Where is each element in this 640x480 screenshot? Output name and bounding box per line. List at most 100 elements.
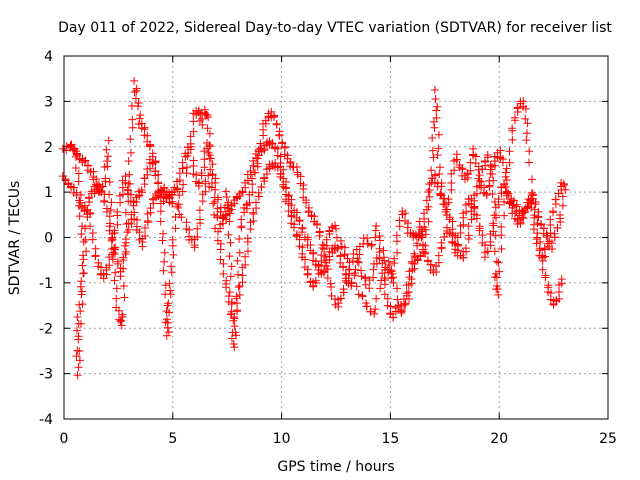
data-point [213, 195, 222, 204]
data-point [450, 166, 459, 175]
data-point [82, 247, 91, 256]
data-point [492, 257, 501, 266]
data-point [79, 237, 88, 246]
data-point [73, 313, 82, 322]
data-point [116, 317, 125, 326]
data-point [110, 244, 119, 253]
data-point [466, 166, 475, 175]
data-point [88, 228, 97, 237]
data-point [433, 182, 442, 191]
data-point [177, 213, 186, 222]
data-point [124, 225, 133, 234]
data-point [138, 242, 147, 251]
y-tick-label: -1 [39, 276, 53, 292]
data-point [219, 269, 228, 278]
data-point [225, 252, 234, 261]
data-point [367, 240, 376, 249]
data-point [348, 256, 357, 265]
data-point [116, 272, 125, 281]
data-point [488, 169, 497, 178]
data-point [407, 275, 416, 284]
data-point [249, 216, 258, 225]
data-point [375, 244, 384, 253]
data-point [121, 235, 130, 244]
data-point [345, 265, 354, 274]
data-point [78, 261, 87, 270]
data-point [502, 191, 511, 200]
data-point [555, 294, 564, 303]
data-point [156, 207, 165, 216]
data-point [201, 177, 210, 186]
data-point [380, 256, 389, 265]
data-point [500, 180, 509, 189]
data-point [482, 189, 491, 198]
data-point [371, 233, 380, 242]
data-point [543, 239, 552, 248]
data-point [122, 247, 131, 256]
data-point [70, 144, 79, 153]
data-point [119, 281, 128, 290]
data-point [315, 231, 324, 240]
data-point [494, 195, 503, 204]
data-point [319, 267, 328, 276]
data-point [524, 195, 533, 204]
data-point [206, 165, 215, 174]
data-point [428, 134, 437, 143]
x-tick-label: 20 [490, 431, 508, 447]
data-point [497, 244, 506, 253]
data-point [229, 340, 238, 349]
x-tick-label: 5 [168, 431, 177, 447]
data-point [421, 249, 430, 258]
data-point [235, 291, 244, 300]
data-point [527, 175, 536, 184]
data-point [126, 148, 135, 157]
data-point [491, 211, 500, 220]
data-point [225, 288, 234, 297]
data-point [429, 153, 438, 162]
data-point [299, 185, 308, 194]
data-point [234, 283, 243, 292]
y-tick-label: -3 [39, 367, 53, 383]
data-point [392, 231, 401, 240]
data-point [295, 217, 304, 226]
data-point [434, 130, 443, 139]
data-point [531, 200, 540, 209]
data-point [444, 195, 453, 204]
data-point [430, 85, 439, 94]
data-point [314, 269, 323, 278]
data-point [175, 191, 184, 200]
data-point [376, 284, 385, 293]
data-point [551, 195, 560, 204]
data-point [79, 269, 88, 278]
x-tick-label: 25 [599, 431, 617, 447]
data-point [205, 142, 214, 151]
data-point [387, 274, 396, 283]
data-point [523, 119, 532, 128]
data-point [175, 169, 184, 178]
data-point [189, 162, 198, 171]
data-point [254, 188, 263, 197]
data-point [75, 300, 84, 309]
data-point [505, 147, 514, 156]
data-point [118, 183, 127, 192]
data-point [549, 207, 557, 216]
data-point [141, 232, 150, 241]
data-point [121, 208, 130, 217]
data-point [214, 227, 223, 236]
data-point [243, 247, 252, 256]
data-points [58, 76, 570, 380]
data-point [159, 266, 168, 275]
x-axis-label: GPS time / hours [277, 459, 394, 475]
data-point [134, 98, 143, 107]
data-point [95, 187, 104, 196]
data-point [372, 294, 381, 303]
data-point [475, 171, 484, 180]
data-point [447, 185, 456, 194]
data-point [100, 197, 109, 206]
data-point [415, 217, 424, 226]
data-point [410, 249, 419, 258]
data-point [72, 191, 81, 200]
data-point [489, 227, 498, 236]
data-point [226, 238, 235, 247]
